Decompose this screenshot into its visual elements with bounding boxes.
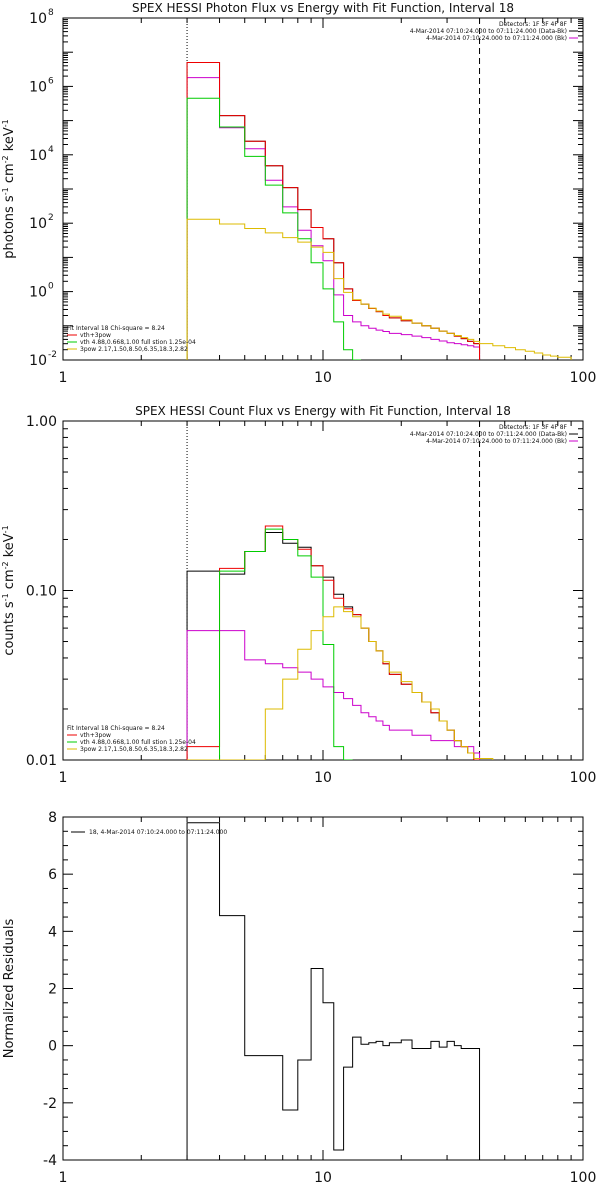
chart-title: SPEX HESSI Photon Flux vs Energy with Fi…	[132, 1, 514, 15]
panel-1: SPEX HESSI Photon Flux vs Energy with Fi…	[1, 1, 596, 386]
y-axis-label-unit: cm	[2, 569, 17, 593]
x-tick-label: 1	[59, 770, 68, 786]
y-tick-label: 10	[29, 79, 47, 95]
y-axis-label-unit: keV	[2, 127, 17, 155]
x-tick-label: 100	[570, 1170, 597, 1186]
legend-left-entry: 3pow 2.17,1.50,8.50,6.35,18.3,2.82	[80, 346, 188, 353]
legend-right-entry: 4-Mar-2014 07:10:24.000 to 07:11:24.000 …	[410, 28, 567, 35]
series-line-2	[186, 630, 481, 760]
x-tick-label: 100	[570, 370, 597, 386]
y-axis-label-main: counts s	[2, 601, 17, 656]
legend-left-entry: 3pow 2.17,1.50,8.50,6.35,18.3,2.82	[80, 746, 188, 753]
y-tick-label: 4	[48, 924, 57, 940]
y-tick-label: 10	[29, 148, 47, 164]
y-tick-label: 6	[48, 867, 57, 883]
y-axis-label-exponent: -1	[1, 119, 10, 127]
series-group	[186, 61, 572, 360]
legend-left-entry: vth+3pow	[80, 332, 111, 339]
y-tick-exponent: 6	[48, 76, 54, 86]
x-tick-label: 10	[314, 370, 332, 386]
series-line-4	[187, 528, 353, 760]
y-tick-exponent: 8	[48, 8, 54, 18]
y-axis-label-unit: cm	[2, 163, 17, 187]
series-group	[186, 525, 494, 760]
legend-left-entry: vth+3pow	[80, 732, 111, 739]
series-line-1	[186, 822, 481, 1160]
y-tick-label: 10	[29, 285, 47, 301]
y-tick-label: -2	[43, 1096, 57, 1112]
panel-2: SPEX HESSI Count Flux vs Energy with Fit…	[1, 404, 596, 786]
legend-left-entry: vth 4.88,0.668,1.00 full stion 1.25e-04	[80, 339, 196, 346]
y-tick-exponent: 0	[48, 282, 54, 292]
legend-left-entry: vth 4.88,0.668,1.00 full stion 1.25e-04	[80, 739, 196, 746]
series-line-5	[186, 218, 572, 360]
chart-title: SPEX HESSI Count Flux vs Energy with Fit…	[135, 404, 511, 418]
legend-right-entry: Detectors: 1F 3F 4F 8F	[499, 424, 568, 431]
legend-right-entry: 4-Mar-2014 07:10:24.000 to 07:11:24.000 …	[426, 35, 567, 42]
x-tick-label: 10	[314, 1170, 332, 1186]
y-tick-label: 8	[48, 810, 57, 826]
y-tick-exponent: -2	[48, 350, 57, 360]
x-tick-label: 10	[314, 770, 332, 786]
y-axis-label-exponent: -1	[1, 593, 10, 601]
y-tick-label: 0.01	[26, 753, 57, 769]
series-line-4	[186, 97, 361, 360]
y-tick-label: 10	[29, 216, 47, 232]
legend-right-entry: 4-Mar-2014 07:10:24.000 to 07:11:24.000 …	[426, 438, 567, 445]
legend-left-entry: 18, 4-Mar-2014 07:10:24.000 to 07:11:24.…	[89, 829, 227, 836]
legend-right-entry: 4-Mar-2014 07:10:24.000 to 07:11:24.000 …	[410, 431, 567, 438]
y-tick-exponent: 4	[48, 145, 54, 155]
x-tick-label: 100	[570, 770, 597, 786]
y-axis-label-exponent: -1	[1, 187, 10, 195]
y-axis-label-exponent: -1	[1, 525, 10, 533]
y-tick-label: 0	[48, 1039, 57, 1055]
legend-left-entry: Fit Interval 18 Chi-square = 8.24	[67, 725, 165, 732]
y-axis-label-main: Normalized Residuals	[2, 919, 17, 1059]
y-axis-label-unit: keV	[2, 533, 17, 561]
legend-right-entry: Detectors: 1F 3F 4F 8F	[499, 21, 568, 28]
y-tick-label: 10	[29, 353, 47, 369]
y-tick-label: 1.00	[26, 414, 57, 430]
y-axis-label-main: photons s	[2, 195, 17, 259]
y-axis-label: Normalized Residuals	[2, 919, 17, 1059]
y-tick-label: 0.10	[26, 584, 57, 600]
plot-frame	[62, 17, 584, 361]
series-line-5	[187, 606, 494, 760]
y-axis-label-exponent: -2	[1, 155, 10, 163]
y-tick-label: 10	[29, 11, 47, 27]
y-tick-label: 2	[48, 982, 57, 998]
y-axis-label: photons s-1 cm-2 keV-1	[1, 119, 17, 258]
x-tick-label: 1	[59, 370, 68, 386]
y-axis-label-exponent: -2	[1, 561, 10, 569]
legend-left-entry: Fit Interval 18 Chi-square = 8.24	[67, 325, 165, 332]
panel-3: 1 10 100 -4 -2 0 2 4 6 8 Normalized Residuals 18, 4…	[2, 810, 596, 1186]
series-group	[186, 822, 481, 1160]
x-tick-label: 1	[59, 1170, 68, 1186]
y-axis-label: counts s-1 cm-2 keV-1	[1, 525, 17, 655]
y-tick-exponent: 2	[48, 213, 54, 223]
y-tick-label: -4	[43, 1153, 57, 1169]
